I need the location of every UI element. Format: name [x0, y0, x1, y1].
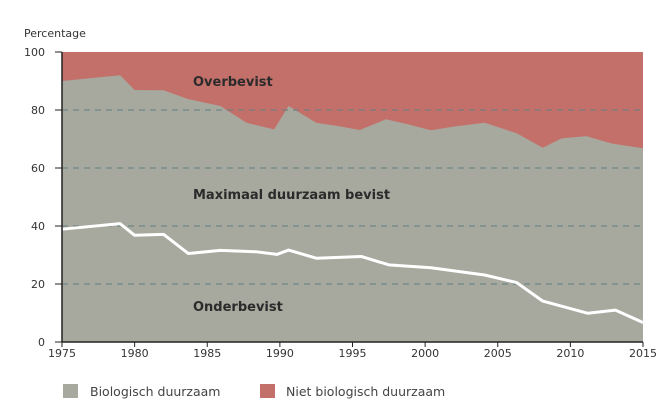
y-axis-label: Percentage	[24, 27, 86, 40]
legend-label-biologisch-duurzaam: Biologisch duurzaam	[90, 384, 220, 399]
legend-label-niet-biologisch-duurzaam: Niet biologisch duurzaam	[286, 384, 445, 399]
y-tick-label: 60	[31, 162, 45, 175]
x-tick-label: 2010	[556, 347, 584, 360]
y-tick-label: 0	[38, 336, 45, 349]
y-tick-label: 40	[31, 220, 45, 233]
x-tick-label: 1995	[339, 347, 367, 360]
x-tick-label: 1980	[121, 347, 149, 360]
y-tick-label: 20	[31, 278, 45, 291]
gridlines	[62, 109, 643, 285]
legend-swatch-biologisch-duurzaam	[63, 384, 78, 398]
area-biologisch-duurzaam	[62, 75, 643, 342]
boundary-line	[61, 222, 644, 324]
x-tick-label: 2005	[484, 347, 512, 360]
boundary-line-group	[61, 222, 644, 324]
annotation-onderbevist: Onderbevist	[193, 300, 283, 315]
axes: 0 20 40 60 80 100 1975 1980 1985 1990 1995 2000 2005…	[24, 46, 657, 360]
y-tick-label: 80	[31, 104, 45, 117]
y-tick-label: 100	[24, 46, 45, 59]
x-tick-label: 1985	[193, 347, 221, 360]
legend: Biologisch duurzaam Niet biologisch duur…	[63, 384, 445, 399]
annotation-maximaal-duurzaam-bevist: Maximaal duurzaam bevist	[193, 188, 390, 203]
x-tick-label: 1975	[48, 347, 76, 360]
annotation-overbevist: Overbevist	[193, 75, 273, 90]
legend-swatch-niet-biologisch-duurzaam	[260, 384, 275, 398]
x-tick-label: 2000	[411, 347, 439, 360]
plot-areas	[62, 52, 643, 342]
x-tick-label: 2015	[629, 347, 657, 360]
x-tick-label: 1990	[266, 347, 294, 360]
